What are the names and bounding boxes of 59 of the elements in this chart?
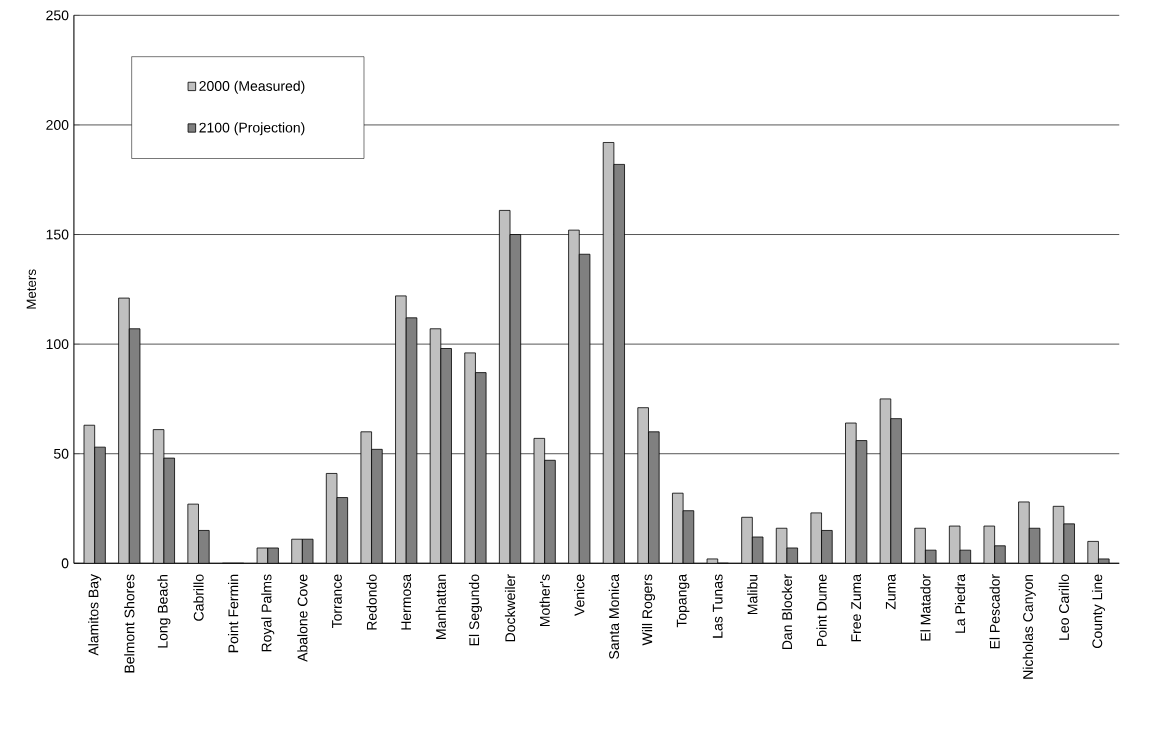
x-tick-label: El Segundo [468,574,482,646]
bar [994,545,1006,564]
x-tick-label: Alamitos Bay [88,574,102,656]
bar [395,295,407,564]
legend-label: 2000 (Measured) [199,80,305,94]
x-tick-label: Malibu [747,574,758,615]
x-tick-label: Mother's [539,574,550,627]
x-tick-label: Point Fermin [227,574,239,653]
bar [371,449,383,564]
bar [845,423,857,564]
y-tick-label: 50 [53,448,69,459]
bar [741,517,753,564]
bar [1087,541,1099,564]
x-tick-label: Topanga [676,573,690,628]
x-tick-label: Cabrillo [193,574,204,621]
x-tick-label: La Piedra [954,573,966,633]
bar [568,230,580,564]
bar [648,431,660,564]
x-tick-label: Hermosa [401,573,412,630]
x-tick-label: Venice [574,574,585,616]
bar [440,348,452,564]
x-tick-label: Manhattan [435,574,446,639]
x-tick-label: Will Rogers [641,574,656,646]
bar [1018,501,1030,564]
x-tick-label: Free Zuma [851,573,862,642]
bar [914,528,926,564]
bar [198,530,210,564]
y-tick-label: 250 [46,10,69,21]
x-tick-label: Torrance [332,574,342,629]
bar [187,504,199,564]
bar [544,460,556,564]
x-tick-label: Royal Palms [261,574,275,652]
x-tick-label: Long Beach [157,574,171,648]
x-tick-label: County Line [1091,574,1105,648]
y-axis-title: Meters [26,269,37,309]
x-tick-label: Santa Monica [608,573,620,659]
bar [118,298,130,564]
y-tick-label: 0 [61,558,69,569]
x-tick-label: Las Tunas [712,574,723,638]
x-tick-label: Belmont Shores [124,574,135,673]
x-tick-label: El Matador [920,574,931,641]
x-tick-label: Abalone Cove [297,574,308,662]
bar [94,447,106,564]
x-tick-label: Nicholas Canyon [1022,574,1036,679]
bar [464,352,476,564]
bar [821,530,833,564]
x-tick-label: Redondo [366,574,377,630]
x-tick-label: Zuma [885,573,896,610]
bar [890,418,902,564]
x-tick-label: El Pescador [989,574,1000,649]
y-tick-label: 100 [46,339,69,350]
x-tick-label: Leo Carillo [1058,574,1070,640]
x-tick-label: Dockweiler [504,574,516,642]
x-tick-label: Dan Blocker [781,574,793,650]
legend-label: 2100 (Projection) [199,122,305,136]
y-tick-label: 150 [46,229,69,240]
bar [637,407,649,564]
y-tick-label: 200 [46,119,69,130]
x-tick-label: Point Dume [816,574,827,646]
